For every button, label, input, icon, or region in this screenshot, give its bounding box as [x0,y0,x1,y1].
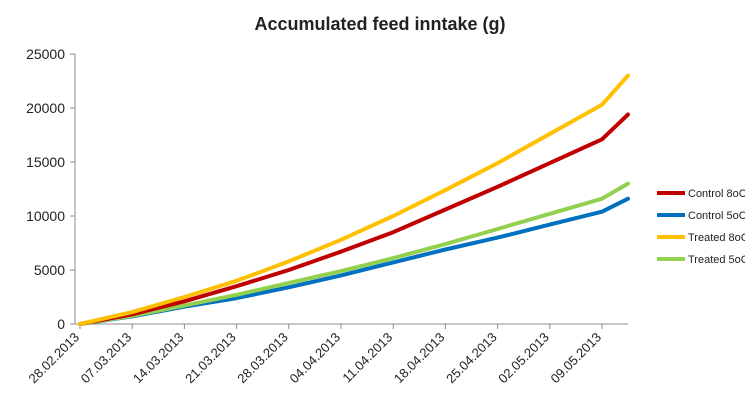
chart-title: Accumulated feed inntake (g) [254,14,505,34]
x-tick-label: 11.04.2013 [339,330,395,386]
x-tick-label: 21.03.2013 [182,330,239,387]
y-tick-label: 15000 [26,154,65,170]
y-tick-label: 0 [57,316,65,332]
series-layer [78,73,630,326]
x-tick-label: 04.04.2013 [286,330,343,387]
x-tick-label: 02.05.2013 [495,330,552,387]
x-tick-label: 14.03.2013 [130,330,187,387]
y-tick-label: 25000 [26,46,65,62]
x-tick-label: 28.02.2013 [25,330,82,387]
series-line-treated-5oc [78,181,630,326]
x-tick-label: 09.05.2013 [547,330,604,387]
legend-label: Treated 5oC [688,254,745,266]
series-line-control-8oc [78,112,630,326]
x-tick-label: 07.03.2013 [78,330,135,387]
y-tick-label: 20000 [26,100,65,116]
y-tick-label: 5000 [34,262,65,278]
legend-label: Control 8oC [688,188,745,200]
x-tick-label: 25.04.2013 [443,330,500,387]
legend: Control 8oC Control 5oC Treated 8oC Treated… [657,188,745,266]
x-tick-label: 18.04.2013 [391,330,448,387]
legend-label: Treated 8oC [688,232,745,244]
series-line-treated-8oc [78,73,630,326]
x-tick-label: 28.03.2013 [234,330,291,387]
legend-label: Control 5oC [688,210,745,222]
y-tick-label: 10000 [26,208,65,224]
